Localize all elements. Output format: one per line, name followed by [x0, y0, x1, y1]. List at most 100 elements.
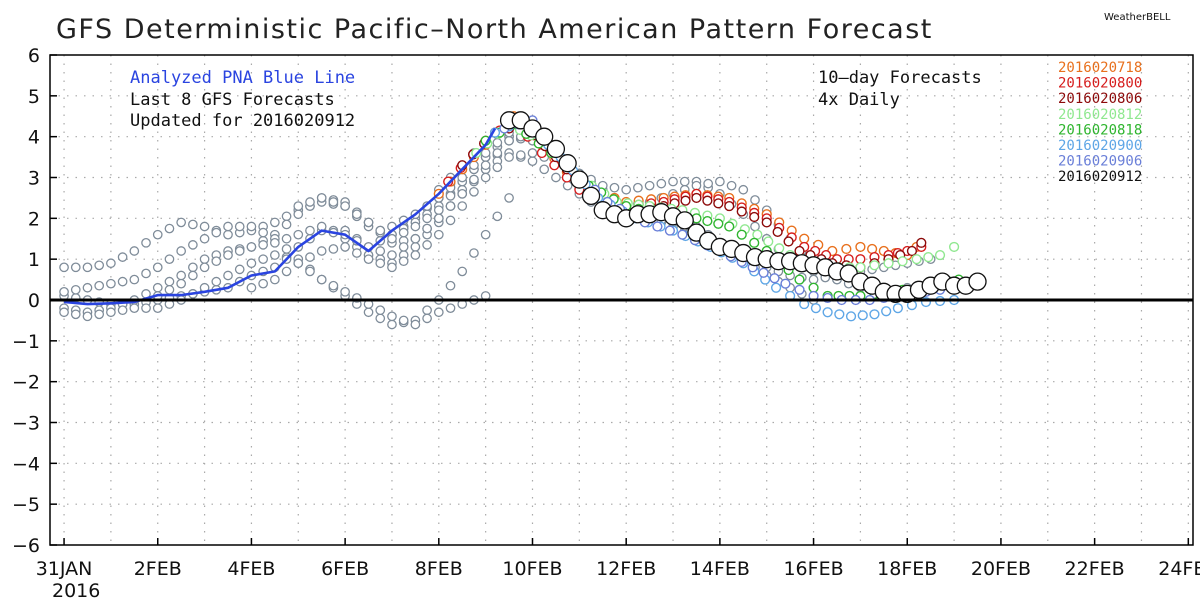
- x-tick-label: 12FEB: [596, 558, 656, 580]
- y-tick-label: −2: [12, 372, 40, 394]
- ensemble-point: [410, 233, 421, 244]
- ensemble-point: [715, 176, 725, 187]
- ensemble-point: [59, 307, 69, 318]
- ensemble-point: [492, 162, 503, 173]
- ensemble-point: [176, 270, 187, 281]
- ensemble-point: [726, 180, 737, 191]
- ensemble-point: [644, 180, 655, 191]
- ensemble-point: [199, 254, 210, 265]
- forecast-point: [948, 241, 960, 253]
- ensemble-point: [480, 172, 491, 183]
- legend-entry: 2016020800: [1058, 76, 1142, 92]
- forecast-point: [749, 237, 760, 248]
- ensemble-point: [469, 160, 479, 171]
- ensemble-point: [223, 221, 233, 232]
- ensemble-point: [445, 201, 456, 211]
- updated-annotation: Updated for 2016020912: [130, 111, 355, 131]
- ensemble-point: [445, 191, 456, 201]
- ensemble-point: [176, 278, 187, 289]
- forecast-point: [855, 262, 866, 273]
- forecast-point: [702, 195, 713, 206]
- forecast-point: [881, 306, 892, 317]
- brand-label: WeatherBELL: [1104, 12, 1171, 23]
- forecast-point: [758, 267, 769, 278]
- ensemble-point: [129, 246, 140, 256]
- y-tick-label: 3: [28, 168, 40, 190]
- forecast-point: [780, 278, 791, 289]
- latest-forecast-point: [570, 170, 589, 189]
- ensemble-point: [246, 242, 257, 252]
- x-tick-label: 14FEB: [690, 558, 750, 580]
- latest-forecast-point: [581, 186, 601, 206]
- ensemble-point: [164, 223, 175, 234]
- forecast-point: [822, 307, 833, 318]
- ensemble-point: [445, 303, 456, 314]
- ensemble-point: [281, 219, 292, 230]
- legend-entry: 2016020718: [1058, 60, 1142, 76]
- ensemble-point: [281, 233, 292, 244]
- ensemble-point: [270, 274, 280, 285]
- ensemble-point: [258, 227, 268, 238]
- ensemble-point: [234, 221, 245, 232]
- forecast-point: [810, 303, 822, 314]
- ensemble-point: [527, 148, 538, 158]
- ensemble-point: [293, 209, 304, 220]
- ensemble-point: [433, 205, 444, 216]
- ensemble-point: [422, 213, 432, 224]
- ensemble-point: [480, 148, 491, 158]
- ensemble-point: [82, 262, 93, 273]
- ensemble-point: [223, 250, 233, 260]
- ensemble-point: [422, 240, 432, 250]
- ensemble-point: [70, 262, 81, 273]
- ensemble-point: [398, 242, 409, 252]
- ensemble-point: [375, 313, 386, 324]
- ensemble-point: [152, 262, 163, 273]
- legend: 2016020718201602080020160208062016020812…: [1058, 60, 1142, 185]
- latest-forecast-point: [546, 139, 566, 159]
- ensemble-point: [515, 150, 526, 160]
- ensemble-point: [316, 274, 327, 285]
- ensemble-point: [738, 184, 749, 195]
- forecast-point: [934, 249, 946, 261]
- ensemble-point: [164, 254, 175, 265]
- legend-entry: 2016020900: [1058, 138, 1142, 154]
- forecast-point: [736, 206, 747, 217]
- ensemble-point: [164, 284, 175, 295]
- ensemble-point: [293, 258, 304, 269]
- ensemble-point: [410, 242, 421, 252]
- x-tick-label: 31JAN: [36, 558, 93, 580]
- forecast-point: [702, 215, 713, 227]
- forecast-point: [911, 254, 922, 265]
- ensemble-point: [445, 280, 456, 291]
- ensemble-point: [445, 215, 456, 226]
- ensemble-point: [410, 250, 421, 260]
- legend-entry: 2016020806: [1058, 91, 1142, 107]
- ensemble-point: [82, 282, 93, 293]
- ensemble-point: [270, 250, 280, 260]
- ensemble-point: [398, 227, 409, 238]
- y-tick-label: −6: [12, 535, 40, 557]
- legend-entry: 2016020906: [1058, 154, 1142, 170]
- forecast-point: [772, 226, 783, 238]
- ensemble-point: [94, 260, 105, 271]
- forecast-point: [724, 221, 735, 232]
- ensemble-point: [340, 286, 350, 297]
- y-tick-label: 0: [28, 290, 40, 312]
- forecast-point: [774, 243, 785, 254]
- forecast-point: [916, 237, 927, 248]
- ensemble-point: [398, 315, 409, 326]
- ensemble-point: [281, 244, 292, 254]
- analyzed-annotation: Analyzed PNA Blue Line: [130, 68, 355, 88]
- latest-forecast-point: [535, 127, 554, 146]
- ensemble-point: [316, 246, 327, 256]
- ensemble-point: [188, 219, 198, 230]
- latest-forecast-point: [968, 272, 987, 291]
- ensemble-point: [609, 182, 620, 193]
- ensemble-point: [504, 152, 514, 162]
- ensemble-point: [375, 225, 386, 236]
- ensemble-point: [188, 262, 198, 273]
- ensemble-point: [363, 254, 374, 265]
- x-axis-year: 2016: [52, 580, 100, 600]
- legend-entry: 2016020912: [1058, 169, 1142, 185]
- forecasts-annotation: 10–day Forecasts: [818, 68, 982, 88]
